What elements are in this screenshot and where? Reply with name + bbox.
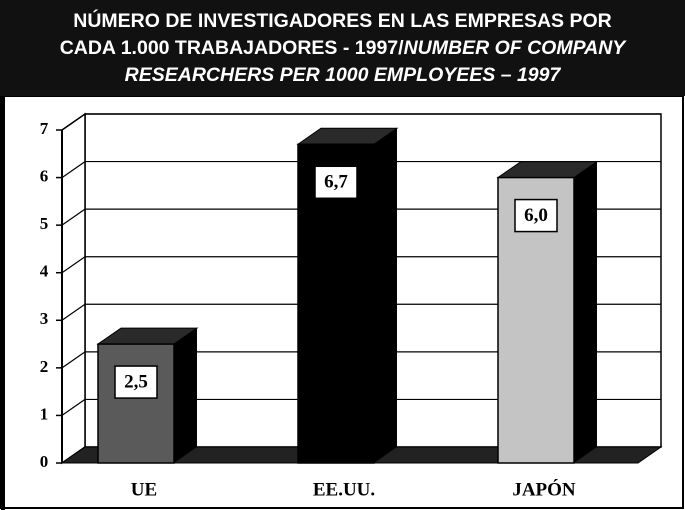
y-tick-label: 5 bbox=[40, 214, 49, 233]
title-banner: NÚMERO DE INVESTIGADORES EN LAS EMPRESAS… bbox=[0, 0, 685, 96]
value-label: 6,7 bbox=[324, 172, 348, 193]
grid-line bbox=[61, 398, 86, 416]
y-tick-label: 7 bbox=[40, 119, 49, 138]
value-label-box bbox=[514, 198, 558, 233]
x-tick-label: UE bbox=[131, 479, 157, 500]
bar-side bbox=[574, 161, 597, 464]
y-tick-label: 0 bbox=[40, 452, 49, 471]
y-tick-label: 1 bbox=[40, 404, 49, 423]
grid-line bbox=[61, 208, 86, 226]
grid-line bbox=[61, 303, 86, 321]
chart-subtitle: NUMBER OF COMPANY RESEARCHERS PER 1000 E… bbox=[124, 36, 626, 86]
chart-title: NÚMERO DE INVESTIGADORES EN LAS EMPRESAS… bbox=[59, 9, 612, 59]
value-label-box bbox=[114, 365, 158, 399]
chart: 0 1 2 3 4 5 6 7 UE 2,5 EE.UU. 6,7 JAPÓN 6,0 bbox=[0, 96, 684, 510]
side-wall bbox=[61, 112, 86, 465]
grid-line bbox=[61, 113, 86, 131]
bar-side bbox=[174, 328, 197, 463]
bar-front bbox=[97, 343, 175, 464]
y-tick-label: 2 bbox=[40, 357, 49, 376]
value-label-box bbox=[314, 165, 358, 200]
grid-line bbox=[61, 256, 86, 274]
value-label: 6,0 bbox=[524, 205, 548, 226]
grid-line bbox=[61, 161, 86, 179]
bar bbox=[96, 327, 199, 464]
title-block: NÚMERO DE INVESTIGADORES EN LAS EMPRESAS… bbox=[48, 8, 638, 89]
x-tick-label: JAPÓN bbox=[512, 478, 576, 500]
y-tick-label: 4 bbox=[40, 262, 49, 281]
value-label: 2,5 bbox=[124, 371, 148, 392]
bar-side bbox=[374, 128, 397, 463]
grid-line bbox=[61, 351, 86, 369]
bar bbox=[496, 161, 599, 464]
y-tick-label: 3 bbox=[40, 309, 49, 328]
x-tick-label: EE.UU. bbox=[313, 479, 375, 500]
y-tick-label: 6 bbox=[40, 166, 49, 185]
